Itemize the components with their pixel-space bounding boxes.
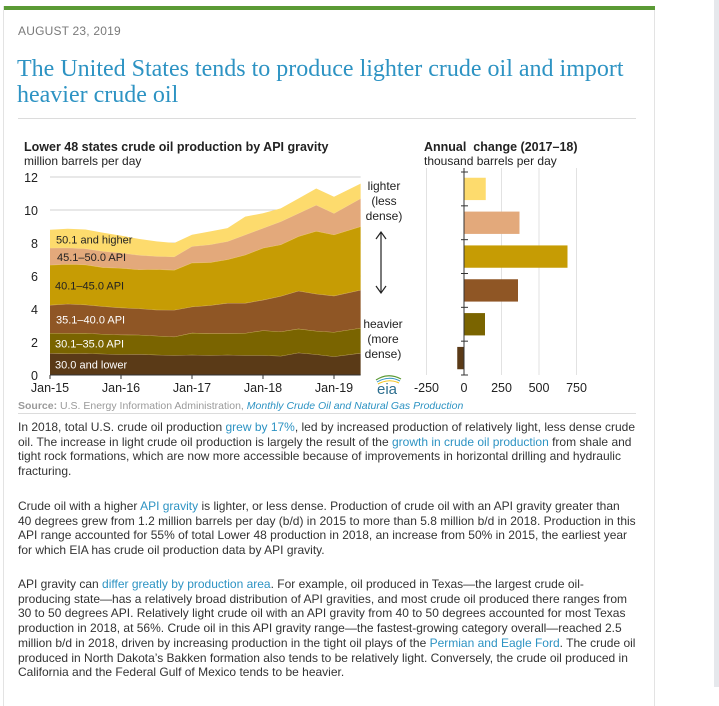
- bar: [464, 177, 486, 201]
- paragraph-text: is lighter, or less dense. Production of…: [18, 499, 636, 558]
- x-tick-label: Jan-18: [244, 381, 282, 395]
- paragraph-1: In 2018, total U.S. crude oil production…: [18, 420, 636, 479]
- series-label: 30.1–35.0 API: [55, 339, 124, 351]
- y-tick-label: 6: [31, 270, 38, 284]
- x-tick-label: Jan-17: [173, 381, 211, 395]
- paragraph-text: API gravity can: [18, 577, 103, 591]
- lighter-label-3: dense): [366, 209, 403, 223]
- article-date: AUGUST 23, 2019: [18, 24, 121, 38]
- bar-chart-xlabel: thousand barrels per day: [424, 154, 557, 168]
- series-label: 50.1 and higher: [56, 234, 133, 246]
- bar: [464, 245, 568, 268]
- area-chart-layers: [49, 183, 361, 375]
- paragraph-2: Crude oil with a higher API gravity is l…: [18, 499, 636, 558]
- y-tick-label: 2: [31, 336, 38, 350]
- inline-link[interactable]: growth in crude oil production: [391, 434, 549, 449]
- bar-chart-grid: [426, 168, 577, 375]
- inline-link[interactable]: differ greatly by production area: [102, 577, 271, 591]
- x-tick-label: 0: [461, 381, 468, 395]
- area-chart-series-labels: 30.0 and lower 30.1–35.0 API 35.1–40.0 API…: [55, 234, 133, 371]
- area-layer: [50, 198, 361, 271]
- scrollbar-track[interactable]: [714, 0, 719, 687]
- x-tick-label: -250: [414, 381, 439, 395]
- bar-chart-xticks: -250 0 250 500 750: [414, 381, 587, 395]
- heavier-label-2: (more: [367, 332, 399, 346]
- x-tick-label: 250: [491, 381, 512, 395]
- paragraph-text: . For example, oil produced in Texas—the…: [18, 577, 627, 650]
- bar-chart-axis: [461, 168, 468, 376]
- source-text: U.S. Energy Information Administration,: [57, 400, 247, 412]
- series-label: 30.0 and lower: [55, 360, 127, 372]
- bar: [464, 313, 485, 336]
- bar: [457, 346, 464, 370]
- area-layer: [50, 352, 361, 375]
- eia-logo-text: eia: [377, 381, 398, 398]
- x-tick-label: Jan-16: [102, 381, 140, 395]
- article-headline: The United States tends to produce light…: [17, 56, 624, 108]
- x-tick-label: Jan-15: [31, 381, 69, 395]
- y-tick-label: 10: [24, 204, 38, 218]
- paragraph-text: Crude oil with a higher: [18, 499, 141, 513]
- area-layer: [50, 226, 361, 310]
- series-label: 45.1–50.0 API: [57, 252, 126, 264]
- area-layer: [50, 290, 361, 337]
- x-tick-label: 750: [566, 381, 587, 395]
- paragraph-text: In 2018, total U.S. crude oil production: [18, 420, 226, 434]
- y-tick-label: 8: [31, 237, 38, 251]
- inline-link[interactable]: grew by 17%: [225, 420, 295, 434]
- x-tick-label: 500: [529, 381, 550, 395]
- divider: [18, 413, 636, 414]
- area-chart-ylabel: million barrels per day: [24, 154, 141, 168]
- series-label: 35.1–40.0 API: [56, 315, 125, 327]
- density-annotation: lighter (less dense) heavier (more dense…: [363, 179, 402, 361]
- source-line: Source: U.S. Energy Information Administ…: [18, 400, 463, 412]
- lighter-label-2: (less: [371, 194, 396, 208]
- bar: [464, 211, 520, 234]
- heavier-label-1: heavier: [363, 317, 402, 331]
- divider: [18, 118, 636, 119]
- source-link[interactable]: Monthly Crude Oil and Natural Gas Produc…: [246, 400, 464, 412]
- area-chart-title: Lower 48 states crude oil production by …: [24, 140, 329, 154]
- area-chart-yticks: 0 2 4 6 8 10 12: [24, 171, 38, 383]
- source-label: Source:: [18, 400, 58, 412]
- lighter-label-1: lighter: [368, 179, 401, 193]
- figure: Lower 48 states crude oil production by …: [24, 140, 587, 398]
- y-tick-label: 12: [24, 171, 38, 185]
- paragraph-text: from shale and tight rock formations, wh…: [18, 434, 632, 479]
- heavier-label-3: dense): [365, 347, 402, 361]
- paragraph-3: API gravity can differ greatly by produc…: [18, 577, 636, 680]
- bar-chart-bars: [457, 177, 568, 370]
- bar: [464, 279, 518, 302]
- eia-logo-icon: eia: [375, 375, 402, 398]
- accent-bar: [4, 6, 655, 10]
- area-chart-xticks: Jan-15 Jan-16 Jan-17 Jan-18 Jan-19: [31, 374, 361, 395]
- x-tick-label: Jan-19: [315, 381, 353, 395]
- series-label: 40.1–45.0 API: [55, 280, 124, 292]
- inline-link[interactable]: Permian and Eagle Ford: [429, 635, 560, 650]
- y-tick-label: 4: [31, 303, 38, 317]
- paragraph-text: , led by increased production of relativ…: [18, 420, 636, 449]
- paragraph-text: . The crude oil produced in North Dakota…: [18, 635, 636, 680]
- y-tick-label: 0: [31, 369, 38, 383]
- inline-link[interactable]: API gravity: [140, 499, 199, 513]
- article-card: [3, 6, 655, 706]
- bar-chart-title: Annual change (2017–18): [424, 140, 578, 154]
- area-layer: [50, 183, 361, 257]
- double-arrow-icon: [375, 230, 387, 295]
